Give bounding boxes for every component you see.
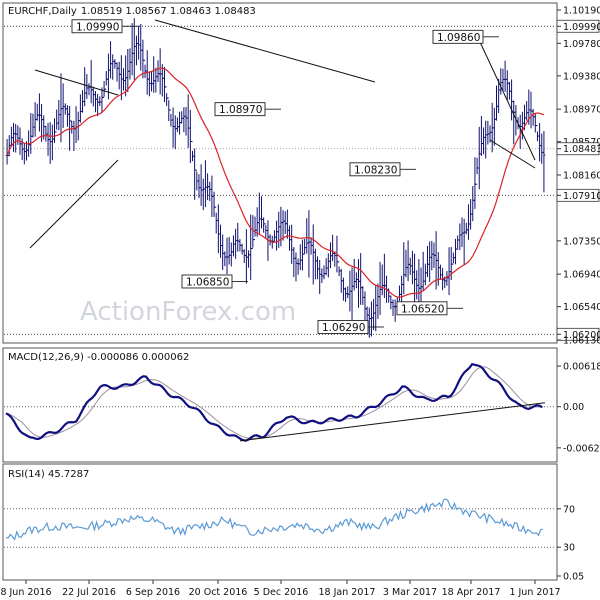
macd-signal-line — [5, 366, 543, 440]
price-annotation-label: 1.08970 — [219, 104, 262, 116]
price-annotation: 1.06520 — [396, 301, 463, 315]
price-annotation: 1.06290 — [317, 320, 384, 334]
rsi-title: RSI(14) 45.7287 — [8, 469, 89, 480]
price-axis: 1.101901.099901.097801.093801.089701.085… — [556, 6, 600, 347]
rsi-gridlines — [4, 508, 556, 548]
macd-trendline — [239, 402, 546, 442]
rsi-tick-label: 0.05 — [563, 572, 584, 583]
time-tick-label: 5 Dec 2016 — [254, 587, 309, 598]
macd-tick-label: 0.00618 — [563, 362, 600, 373]
macd-title: MACD(12,26,9) -0.000086 0.000062 — [8, 352, 189, 363]
time-tick-label: 3 Mar 2017 — [383, 587, 437, 598]
time-axis: 8 Jun 2016 22 Jul 2016 6 Sep 2016 20 Oct 20… — [0, 580, 561, 598]
price-tick-label: 1.09990 — [563, 22, 600, 33]
price-tick-label: 1.06200 — [563, 330, 600, 341]
rsi-panel[interactable] — [2, 463, 558, 581]
price-tick-label: 1.06940 — [563, 270, 600, 281]
price-tick-label: 1.07350 — [563, 236, 600, 247]
chart-title: EURCHF,Daily 1.08519 1.08567 1.08463 1.08… — [8, 6, 256, 17]
price-tick-label: 1.08970 — [563, 105, 600, 116]
price-panel[interactable] — [2, 2, 558, 344]
price-tick-label: 1.07910 — [563, 191, 600, 202]
time-tick-label: 6 Sep 2016 — [126, 587, 180, 598]
rsi-tick-label: 30 — [563, 543, 575, 554]
trendline — [154, 19, 376, 83]
trendline — [34, 69, 119, 96]
price-tick-label: 1.09380 — [563, 71, 600, 82]
price-annotation-label: 1.06850 — [186, 276, 229, 288]
macd-panel[interactable] — [2, 347, 558, 463]
price-level-labels: 1.09990 1.08970 1.06850 1.06290 1.08230 1.065… — [71, 19, 499, 334]
rsi-axis: 70 30 0.05 — [557, 504, 584, 583]
price-annotation-label: 1.06520 — [401, 303, 444, 315]
time-tick-label: 18 Apr 2017 — [442, 587, 501, 598]
trendlines — [29, 19, 536, 249]
price-gridlines — [4, 25, 556, 335]
ohlc-bar — [542, 131, 546, 193]
price-annotation-label: 1.08230 — [354, 164, 397, 176]
moving-average-line — [6, 67, 545, 298]
price-tick-label: 1.06130 — [563, 336, 600, 347]
price-tick-label: 1.08483 — [563, 144, 600, 155]
price-tick-label: 1.06540 — [563, 302, 600, 313]
price-annotation: 1.09990 — [71, 19, 138, 33]
macd-tick-label: -0.00626 — [563, 443, 600, 454]
price-tick-label: 1.10190 — [563, 6, 600, 17]
price-annotation-label: 1.09990 — [76, 21, 119, 33]
time-tick-label: 8 Jun 2016 — [0, 587, 51, 598]
price-annotation-label: 1.06290 — [322, 322, 365, 334]
time-tick-label: 22 Jul 2016 — [62, 587, 116, 598]
macd-trendlines — [239, 402, 546, 442]
price-bars — [5, 18, 546, 338]
trendline — [489, 139, 536, 169]
price-tick-label: 1.08160 — [563, 171, 600, 182]
time-tick-label: 20 Oct 2016 — [189, 587, 248, 598]
macd-line — [5, 362, 543, 442]
macd-tick-label: 0.00 — [563, 402, 584, 413]
rsi-line — [5, 498, 543, 541]
price-annotation: 1.08970 — [214, 102, 281, 116]
time-tick-label: 1 Jun 2017 — [509, 587, 560, 598]
watermark: ActionForex.com — [80, 297, 296, 327]
price-annotation-label: 1.09860 — [437, 32, 480, 44]
price-annotation: 1.09860 — [432, 29, 499, 44]
macd-axis: 0.00618 0.00 -0.00626 — [557, 362, 600, 454]
time-tick-label: 18 Jan 2017 — [319, 587, 376, 598]
price-tick-label: 1.09780 — [563, 39, 600, 50]
price-annotation: 1.06850 — [181, 274, 248, 288]
trendline — [479, 41, 536, 161]
trendline — [29, 159, 119, 249]
rsi-tick-label: 70 — [563, 504, 575, 515]
price-annotation: 1.08230 — [349, 162, 416, 176]
